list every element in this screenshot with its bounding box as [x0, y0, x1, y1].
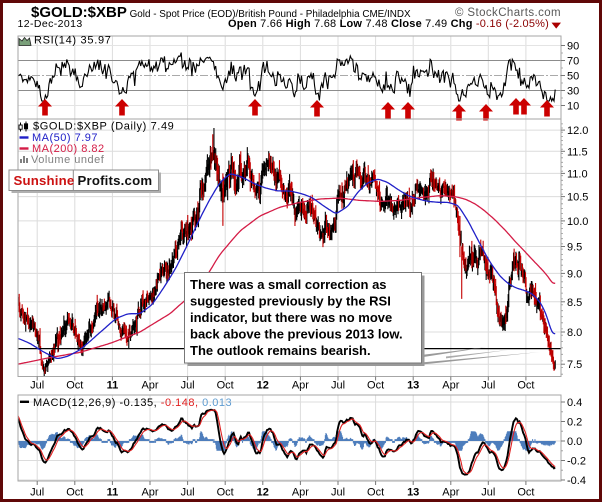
- svg-text:The outlook remains bearish.: The outlook remains bearish.: [190, 343, 371, 358]
- svg-text:Jul: Jul: [481, 486, 495, 498]
- svg-text:Oct: Oct: [217, 380, 234, 392]
- svg-text:9.5: 9.5: [567, 242, 582, 254]
- svg-text:Oct: Oct: [517, 486, 534, 498]
- svg-text:11.0: 11.0: [567, 168, 588, 180]
- svg-text:Sunshine: Sunshine: [14, 173, 75, 188]
- svg-text:7.5: 7.5: [567, 359, 582, 371]
- svg-text:Jul: Jul: [30, 486, 44, 498]
- svg-text:Apr: Apr: [292, 380, 309, 392]
- svg-text:Oct: Oct: [217, 486, 234, 498]
- svg-text:Oct: Oct: [66, 380, 83, 392]
- svg-text:Apr: Apr: [442, 486, 459, 498]
- svg-text:Apr: Apr: [141, 380, 158, 392]
- svg-text:11: 11: [107, 486, 119, 498]
- svg-text:11.5: 11.5: [567, 146, 588, 158]
- svg-text:10.5: 10.5: [567, 192, 588, 204]
- svg-text:$GOLD:$XBP (Daily) 7.49: $GOLD:$XBP (Daily) 7.49: [33, 121, 174, 133]
- svg-text:$GOLD:$XBP Gold - Spot Price (: $GOLD:$XBP Gold - Spot Price (EOD)/Briti…: [31, 4, 411, 21]
- svg-text:13: 13: [407, 380, 419, 392]
- svg-text:0.0: 0.0: [567, 436, 582, 448]
- svg-text:There was a small correction a: There was a small correction as: [190, 277, 387, 292]
- svg-text:13: 13: [407, 486, 419, 498]
- svg-text:12: 12: [257, 380, 269, 392]
- svg-text:30: 30: [567, 86, 579, 98]
- svg-text:RSI(14) 35.97: RSI(14) 35.97: [34, 35, 112, 47]
- svg-text:Jul: Jul: [181, 380, 195, 392]
- svg-text:8.5: 8.5: [567, 297, 582, 309]
- svg-text:10.0: 10.0: [567, 216, 588, 228]
- svg-text:-0.4: -0.4: [567, 475, 586, 487]
- svg-text:0.2: 0.2: [567, 417, 582, 429]
- svg-text:Volume undef: Volume undef: [31, 154, 105, 166]
- svg-text:Oct: Oct: [66, 486, 83, 498]
- svg-text:50: 50: [567, 71, 579, 83]
- svg-text:Jul: Jul: [181, 486, 195, 498]
- svg-text:suggested previously by the RS: suggested previously by the RSI: [190, 294, 391, 309]
- svg-text:10: 10: [567, 101, 579, 113]
- svg-text:Jul: Jul: [30, 380, 44, 392]
- svg-text:Jul: Jul: [481, 380, 495, 392]
- svg-text:Oct: Oct: [517, 380, 534, 392]
- svg-text:Apr: Apr: [292, 486, 309, 498]
- svg-text:Profits.com: Profits.com: [78, 173, 153, 188]
- svg-text:0.4: 0.4: [567, 397, 582, 409]
- svg-text:70: 70: [567, 56, 579, 68]
- svg-text:MA(200) 8.82: MA(200) 8.82: [32, 143, 105, 155]
- svg-text:9.0: 9.0: [567, 268, 582, 280]
- svg-text:Apr: Apr: [442, 380, 459, 392]
- svg-text:© StockCharts.com: © StockCharts.com: [455, 7, 561, 19]
- svg-text:Jul: Jul: [331, 380, 345, 392]
- svg-text:Apr: Apr: [141, 486, 158, 498]
- svg-text:12-Dec-2013: 12-Dec-2013: [18, 18, 83, 30]
- svg-text:90: 90: [567, 41, 579, 53]
- svg-text:back above the previous 2013 l: back above the previous 2013 low.: [190, 327, 403, 342]
- svg-text:11: 11: [107, 380, 119, 392]
- svg-text:MACD(12,26,9) -0.135, -0.148,: MACD(12,26,9) -0.135, -0.148, 0.013: [33, 397, 232, 409]
- svg-text:12: 12: [257, 486, 269, 498]
- svg-text:12.0: 12.0: [567, 125, 588, 137]
- svg-text:8.0: 8.0: [567, 327, 582, 339]
- svg-text:Oct: Oct: [367, 380, 384, 392]
- svg-text:Oct: Oct: [367, 486, 384, 498]
- svg-text:indicator, but there was no mo: indicator, but there was no move: [190, 310, 392, 325]
- svg-text:-0.2: -0.2: [567, 456, 586, 468]
- svg-text:Jul: Jul: [331, 486, 345, 498]
- svg-text:Open 7.66 High 7.68 Low 7.48 C: Open 7.66 High 7.68 Low 7.48 Close 7.49 …: [228, 18, 549, 30]
- svg-text:MA(50) 7.97: MA(50) 7.97: [32, 132, 98, 144]
